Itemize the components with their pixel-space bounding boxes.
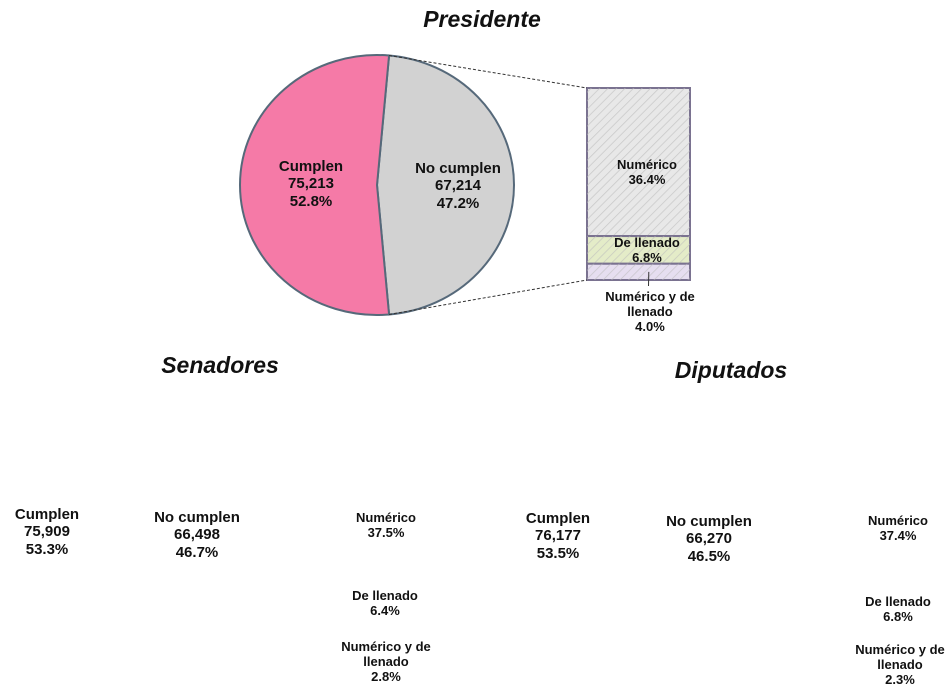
slice-name: Cumplen bbox=[525, 510, 591, 527]
segment-value: 6.8% bbox=[632, 249, 662, 265]
slice-percent: 53.3% bbox=[25, 540, 69, 558]
segment-label: Numérico 36.4% bbox=[617, 157, 677, 188]
segment-name: De llenado bbox=[614, 235, 680, 250]
segment-name: Numérico y de llenado bbox=[341, 639, 431, 669]
slice-percent: 47.2% bbox=[436, 194, 480, 212]
segment-label: Numérico 37.4% bbox=[868, 513, 928, 544]
bar-hatch bbox=[587, 263, 690, 280]
segment-value: 37.4% bbox=[879, 527, 917, 543]
slice-label: Cumplen 75,213 52.8% bbox=[279, 158, 343, 210]
segment-label: Numérico 37.5% bbox=[356, 510, 416, 541]
slice-name: Cumplen bbox=[14, 506, 80, 523]
segment-name: Numérico bbox=[356, 510, 416, 525]
slice-name: No cumplen bbox=[154, 509, 240, 526]
slice-percent: 52.8% bbox=[289, 192, 333, 210]
slice-value: 66,498 bbox=[174, 526, 220, 544]
slice-label: Cumplen 75,909 53.3% bbox=[15, 506, 79, 558]
chart-title: Presidente bbox=[423, 6, 541, 32]
bar-hatch bbox=[587, 236, 690, 264]
chart-title: Senadores bbox=[161, 352, 279, 378]
segment-name: De llenado bbox=[865, 594, 931, 609]
connector bbox=[388, 279, 588, 315]
segment-name: Numérico bbox=[868, 513, 928, 528]
slice-percent: 46.5% bbox=[687, 547, 731, 565]
slice-label: No cumplen 66,498 46.7% bbox=[154, 509, 240, 561]
bar-hatch bbox=[587, 88, 690, 237]
pie-slice bbox=[375, 54, 515, 316]
segment-label: Numérico y de llenado 2.8% bbox=[340, 639, 432, 685]
pie-slice bbox=[239, 54, 391, 316]
segment-label: De llenado 6.8% bbox=[614, 235, 680, 266]
slice-value: 66,270 bbox=[686, 530, 732, 548]
connector bbox=[388, 55, 588, 89]
slice-name: Cumplen bbox=[278, 158, 344, 175]
slice-label: No cumplen 67,214 47.2% bbox=[415, 160, 501, 212]
slice-value: 76,177 bbox=[535, 527, 581, 545]
segment-value: 36.4% bbox=[628, 171, 666, 187]
segment-value: 2.3% bbox=[885, 671, 915, 687]
slice-value: 75,909 bbox=[24, 523, 70, 541]
segment-value: 37.5% bbox=[367, 524, 405, 540]
segment-name: De llenado bbox=[352, 588, 418, 603]
slice-label: Cumplen 76,177 53.5% bbox=[526, 510, 590, 562]
segment-name: Numérico y de llenado bbox=[855, 642, 945, 672]
slice-label: No cumplen 66,270 46.5% bbox=[666, 513, 752, 565]
segment-label: De llenado 6.4% bbox=[352, 588, 418, 619]
segment-value: 6.8% bbox=[883, 608, 913, 624]
chart-title: Diputados bbox=[674, 357, 788, 383]
slice-value: 75,213 bbox=[288, 175, 334, 193]
segment-label: De llenado 6.8% bbox=[865, 594, 931, 625]
slice-percent: 53.5% bbox=[536, 544, 580, 562]
segment-value: 2.8% bbox=[371, 668, 401, 684]
segment-value: 6.4% bbox=[370, 602, 400, 618]
slice-name: No cumplen bbox=[415, 160, 501, 177]
segment-label: Numérico y de llenado 2.3% bbox=[854, 642, 946, 688]
slice-percent: 46.7% bbox=[175, 543, 219, 561]
segment-name: Numérico y de llenado bbox=[605, 289, 695, 319]
segment-value: 4.0% bbox=[635, 318, 665, 334]
segment-label: Numérico y de llenado 4.0% bbox=[604, 289, 696, 335]
segment-name: Numérico bbox=[617, 157, 677, 172]
slice-name: No cumplen bbox=[666, 513, 752, 530]
slice-value: 67,214 bbox=[435, 177, 481, 195]
